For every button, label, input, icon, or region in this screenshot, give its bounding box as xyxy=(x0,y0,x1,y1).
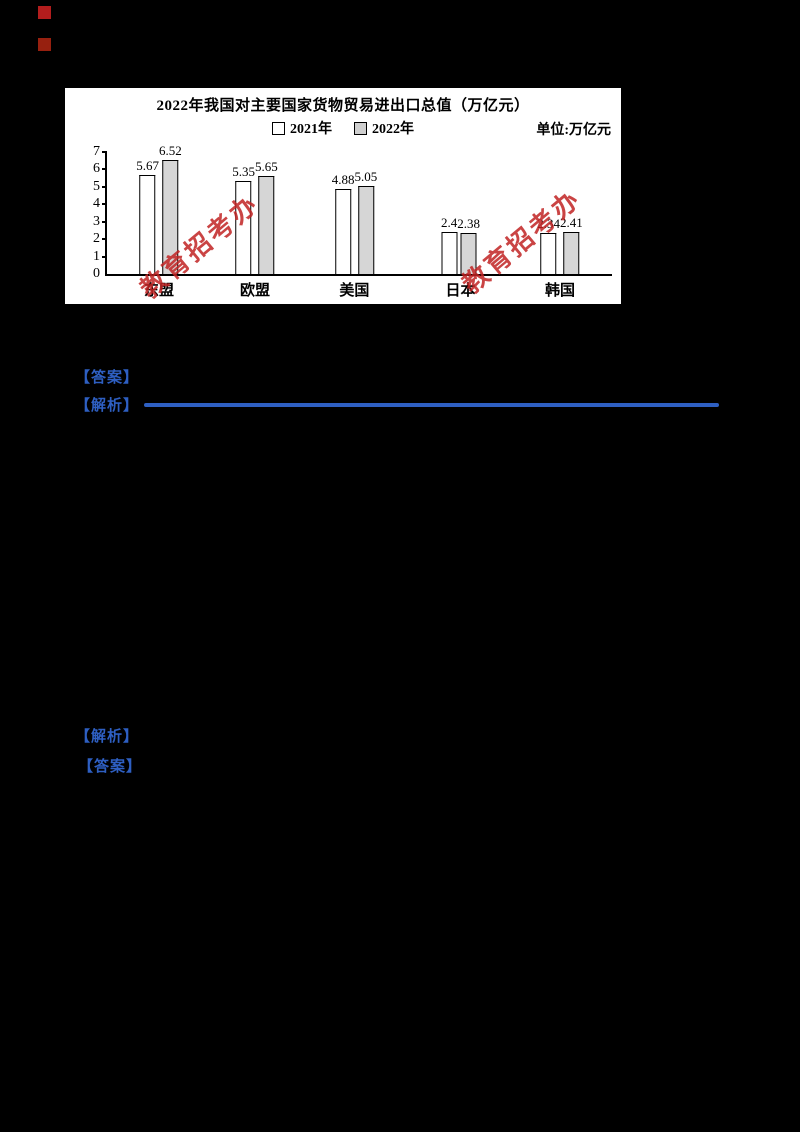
bar-2022-cat2 xyxy=(357,186,374,274)
bar-group-cat1: 5.35 5.65 xyxy=(232,159,278,274)
bar-column-2021-cat3: 2.4 xyxy=(441,215,457,274)
bar-column-2021-cat2: 4.88 xyxy=(331,171,355,274)
bar-value-2021-cat2: 4.88 xyxy=(331,171,355,187)
y-tick-label: 7 xyxy=(93,144,100,159)
bar-2022-cat1 xyxy=(258,175,275,274)
analysis-label-2: 【解析】 xyxy=(75,728,140,745)
y-tick-mark xyxy=(102,238,107,241)
bar-column-2022-cat1: 5.65 xyxy=(255,159,278,274)
bar-value-2021-cat4: 2.34 xyxy=(537,216,560,232)
bar-2022-cat3 xyxy=(460,232,477,274)
category-label-cat2: 美国 xyxy=(339,283,370,299)
bar-value-2022-cat3: 2.38 xyxy=(457,215,480,231)
y-tick-label: 6 xyxy=(93,161,100,177)
legend-item-2021: 2021年 xyxy=(272,118,332,138)
unit-label: 单位:万亿元 xyxy=(536,123,611,138)
bar-2022-cat4 xyxy=(563,232,580,274)
bar-value-2021-cat0: 5.67 xyxy=(136,158,159,174)
bar-value-2021-cat1: 5.35 xyxy=(232,163,255,179)
bar-column-2022-cat3: 2.38 xyxy=(457,216,480,274)
bar-group-cat0: 5.67 6.52 xyxy=(136,143,182,274)
legend-item-2022: 2022年 xyxy=(354,118,414,138)
legend-label-2021: 2021年 xyxy=(290,122,332,137)
bar-column-2022-cat4: 2.41 xyxy=(560,215,583,274)
bar-2022-cat0 xyxy=(162,160,179,274)
bar-value-2022-cat4: 2.41 xyxy=(559,215,583,230)
y-tick-label: 2 xyxy=(93,231,100,247)
bar-group-cat2: 4.88 5.05 xyxy=(331,169,377,274)
bar-column-2021-cat1: 5.35 xyxy=(232,164,255,274)
category-label-cat0: 东盟 xyxy=(143,283,175,299)
category-label-cat4: 韩国 xyxy=(544,283,575,299)
category-label-cat3: 日本 xyxy=(445,283,476,299)
y-tick-mark xyxy=(102,255,107,258)
bar-value-2022-cat1: 5.65 xyxy=(254,158,278,174)
y-tick-mark xyxy=(102,151,107,153)
bar-2021-cat3 xyxy=(441,232,458,274)
bar-2021-cat4 xyxy=(540,233,557,274)
chart-legend: 2021年 2022年 单位:万亿元 xyxy=(65,118,621,138)
bar-2021-cat2 xyxy=(335,188,352,274)
bar-column-2021-cat0: 5.67 xyxy=(136,158,159,274)
analysis-label-1: 【解析】 xyxy=(75,397,140,414)
y-tick-label: 5 xyxy=(93,178,100,194)
red-marker-1 xyxy=(38,6,51,19)
bar-value-2021-cat3: 2.4 xyxy=(441,215,458,231)
bar-2021-cat1 xyxy=(235,180,252,274)
plot-area: 0 1 2 3 4 5 6 7 5.67 6.52 东盟 5.35 5.65 欧盟 4.88 5.05 美国 2.… xyxy=(93,143,612,299)
bar-column-2022-cat2: 5.05 xyxy=(354,169,377,274)
category-label-cat1: 欧盟 xyxy=(239,283,270,299)
analysis-row: 【解析】 xyxy=(75,394,719,415)
bar-2021-cat0 xyxy=(139,175,156,274)
bar-group-cat4: 2.34 2.41 xyxy=(537,215,583,274)
legend-swatch-2021-icon xyxy=(272,121,285,135)
y-tick-label: 3 xyxy=(93,213,100,229)
answer-label-2: 【答案】 xyxy=(78,758,143,775)
bar-column-2022-cat0: 6.52 xyxy=(159,143,182,274)
legend-swatch-2022-icon xyxy=(354,121,367,135)
answer-label-1: 【答案】 xyxy=(75,369,140,386)
legend-label-2022: 2022年 xyxy=(372,122,414,137)
bar-column-2021-cat4: 2.34 xyxy=(537,216,560,274)
bar-value-2022-cat0: 6.52 xyxy=(159,143,182,159)
bar-value-2022-cat2: 5.05 xyxy=(354,169,378,184)
y-tick-mark xyxy=(102,168,107,171)
chart-panel: 2022年我国对主要国家货物贸易进出口总值（万亿元） 2021年 2022年 单… xyxy=(65,88,621,304)
y-tick-mark xyxy=(102,203,107,206)
y-tick-label: 0 xyxy=(93,266,100,281)
y-tick-label: 4 xyxy=(93,196,100,212)
red-marker-2 xyxy=(38,38,51,51)
y-tick-label: 1 xyxy=(93,248,100,264)
y-tick-mark xyxy=(102,185,107,188)
y-tick-mark xyxy=(102,220,107,223)
blue-divider-line xyxy=(144,402,719,407)
chart-title: 2022年我国对主要国家货物贸易进出口总值（万亿元） xyxy=(156,98,530,114)
bar-group-cat3: 2.4 2.38 xyxy=(441,215,480,274)
